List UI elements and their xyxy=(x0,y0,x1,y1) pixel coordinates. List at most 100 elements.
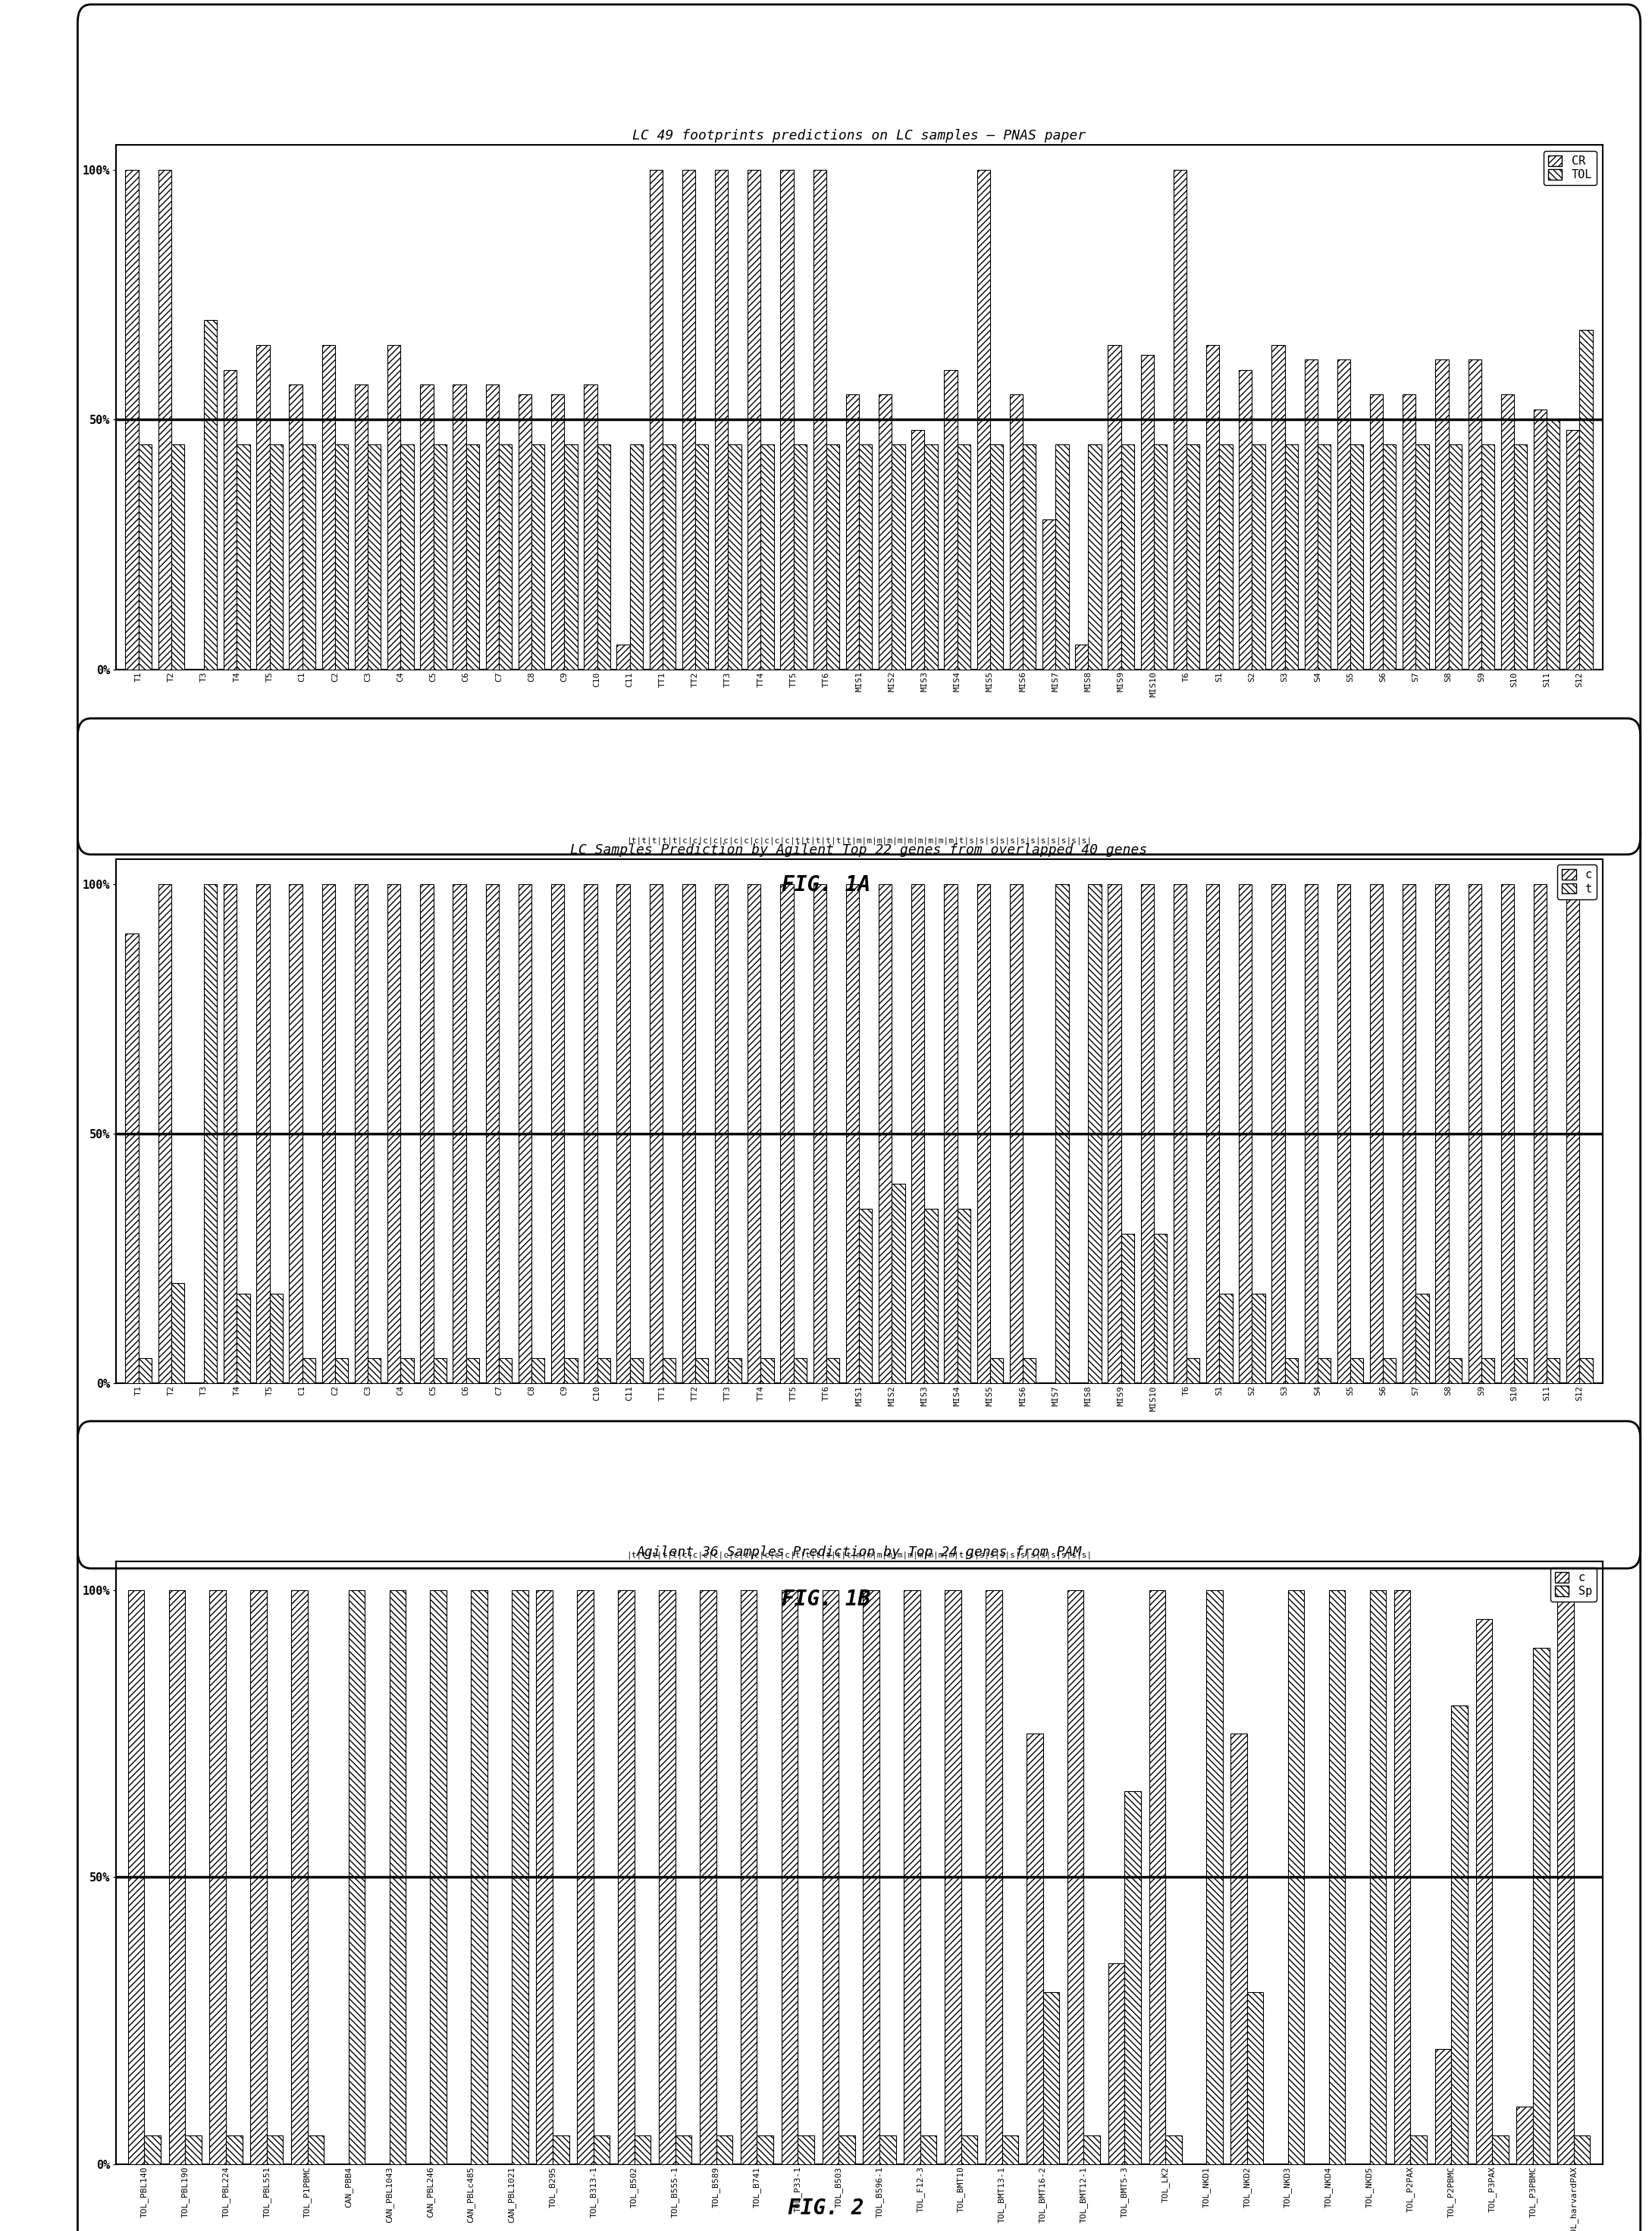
Bar xyxy=(1056,883,1069,1383)
Bar xyxy=(1328,1591,1345,2164)
Bar xyxy=(172,444,185,669)
Bar xyxy=(291,1591,307,2164)
Bar xyxy=(1513,1359,1526,1383)
Bar xyxy=(1239,370,1252,669)
Bar xyxy=(1206,883,1219,1383)
Bar xyxy=(912,883,925,1383)
Bar xyxy=(596,1359,610,1383)
Bar xyxy=(662,1359,676,1383)
Bar xyxy=(957,1209,970,1383)
Bar xyxy=(1026,1733,1042,2164)
Bar xyxy=(1416,1294,1429,1383)
Bar xyxy=(420,883,433,1383)
Bar xyxy=(1416,444,1429,669)
Bar xyxy=(1140,355,1153,669)
Bar xyxy=(1231,1733,1247,2164)
Text: FIG. 2: FIG. 2 xyxy=(788,2198,864,2220)
Bar xyxy=(823,1591,839,2164)
Bar xyxy=(532,444,545,669)
Bar xyxy=(1370,883,1383,1383)
Bar xyxy=(1546,1359,1559,1383)
Bar xyxy=(127,1591,144,2164)
Bar xyxy=(859,444,872,669)
Bar xyxy=(368,1359,382,1383)
Bar xyxy=(945,883,957,1383)
Text: |t|t|t|t|t|c|c|c|c|c|c|c|c|c|c|c|t|t|t|t|t|t|m|m|m|m|m|m|m|m|m|m|t|s|s|s|s|s|s|s: |t|t|t|t|t|c|c|c|c|c|c|c|c|c|c|c|t|t|t|t… xyxy=(626,837,1092,846)
Bar xyxy=(185,2135,202,2164)
Bar xyxy=(1003,2135,1018,2164)
Bar xyxy=(1219,1294,1232,1383)
Bar xyxy=(616,883,629,1383)
Bar xyxy=(1579,1359,1593,1383)
Bar xyxy=(499,444,512,669)
Bar xyxy=(662,444,676,669)
Bar xyxy=(695,1359,709,1383)
Bar xyxy=(634,2135,651,2164)
Bar xyxy=(390,1591,406,2164)
Bar xyxy=(210,1591,226,2164)
Bar xyxy=(400,1359,413,1383)
Bar xyxy=(1566,883,1579,1383)
Bar xyxy=(1305,359,1318,669)
Bar xyxy=(757,2135,773,2164)
Bar xyxy=(1566,431,1579,669)
Bar xyxy=(1023,444,1036,669)
Bar xyxy=(925,1209,938,1383)
Bar xyxy=(1350,444,1363,669)
Bar xyxy=(169,1591,185,2164)
Bar xyxy=(302,444,316,669)
Bar xyxy=(1370,395,1383,669)
Bar xyxy=(1469,359,1482,669)
Bar xyxy=(388,883,400,1383)
Bar xyxy=(846,883,859,1383)
Bar xyxy=(1075,645,1089,669)
Bar xyxy=(1482,1359,1495,1383)
Bar xyxy=(1449,444,1462,669)
Bar xyxy=(1411,2135,1427,2164)
Bar xyxy=(695,444,709,669)
Bar xyxy=(715,2135,732,2164)
Bar xyxy=(139,1359,152,1383)
Bar xyxy=(430,1591,446,2164)
Bar xyxy=(1336,883,1350,1383)
Bar xyxy=(269,444,282,669)
Bar xyxy=(251,1591,266,2164)
Bar xyxy=(466,1359,479,1383)
Bar xyxy=(335,1359,349,1383)
Bar xyxy=(859,1209,872,1383)
Bar xyxy=(126,170,139,669)
Bar xyxy=(553,2135,568,2164)
Bar xyxy=(793,444,806,669)
Bar xyxy=(453,384,466,669)
Bar xyxy=(1042,1992,1059,2164)
Bar xyxy=(945,370,957,669)
Bar xyxy=(1394,1591,1411,2164)
Bar xyxy=(1574,2135,1591,2164)
Bar xyxy=(400,444,413,669)
Bar xyxy=(565,1359,578,1383)
Bar xyxy=(748,170,762,669)
Bar xyxy=(583,883,596,1383)
Bar xyxy=(1546,419,1559,669)
Legend: c, t: c, t xyxy=(1558,866,1596,899)
Bar xyxy=(879,883,892,1383)
Bar xyxy=(289,883,302,1383)
Bar xyxy=(1336,359,1350,669)
Bar xyxy=(1108,883,1122,1383)
Bar xyxy=(1318,444,1330,669)
Bar xyxy=(1502,883,1513,1383)
Bar xyxy=(236,1294,249,1383)
Bar xyxy=(1469,883,1482,1383)
Bar xyxy=(781,1591,798,2164)
Bar xyxy=(1449,1359,1462,1383)
Bar xyxy=(1219,444,1232,669)
Bar xyxy=(1247,1992,1264,2164)
Bar xyxy=(499,1359,512,1383)
Bar xyxy=(593,2135,610,2164)
Bar xyxy=(682,170,695,669)
Bar xyxy=(256,883,269,1383)
Bar xyxy=(976,170,990,669)
Bar xyxy=(862,1591,879,2164)
Bar xyxy=(307,2135,324,2164)
Bar xyxy=(577,1591,593,2164)
